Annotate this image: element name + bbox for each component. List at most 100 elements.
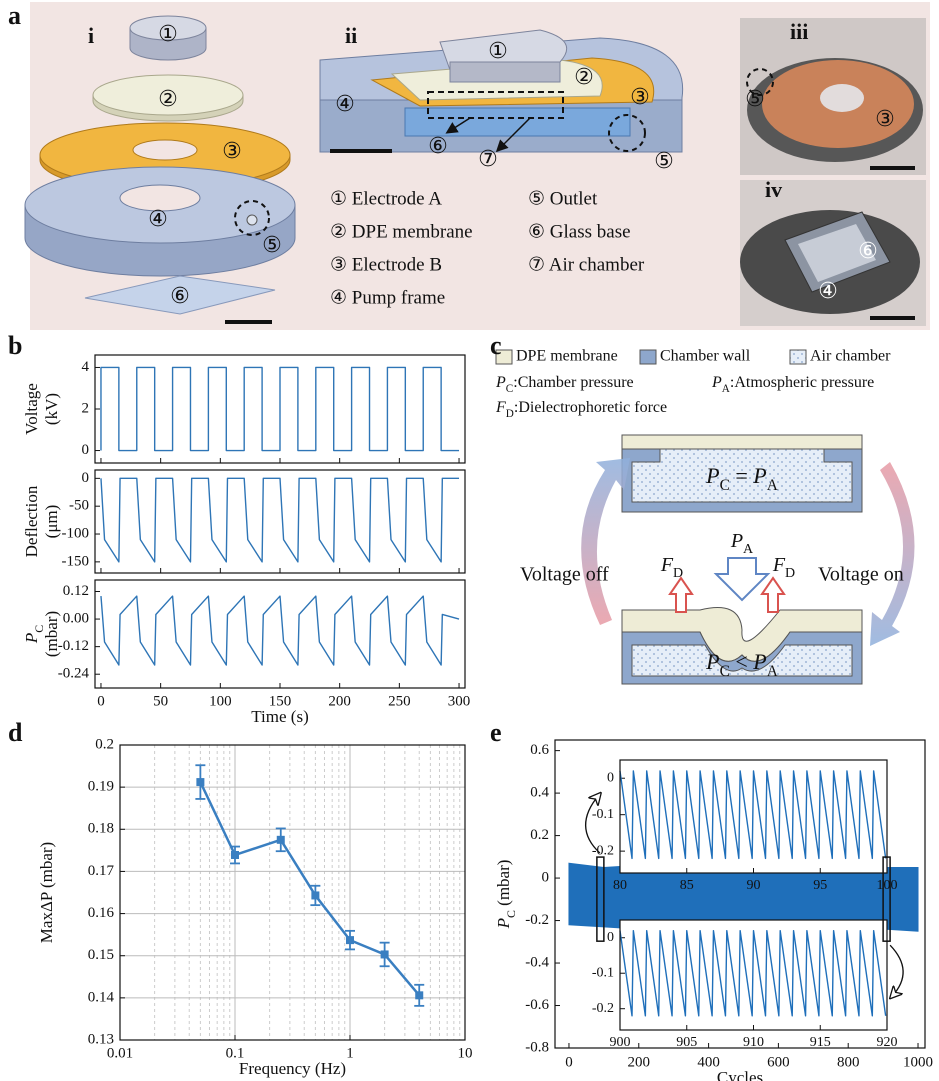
marker [346, 936, 354, 944]
chart: 0-0.1-0.280859095100 [592, 760, 898, 893]
x-tick-label: 905 [676, 1035, 697, 1050]
definition: FD:Dielectrophoretic force [495, 399, 667, 420]
callout: ① [488, 39, 508, 64]
x-axis-label: Time (s) [251, 707, 308, 726]
legend-item: DPE membrane [516, 348, 618, 365]
y-tick-label: 0.2 [530, 827, 549, 843]
y-tick-label: 0 [82, 470, 90, 486]
y-tick-label: 0.2 [95, 736, 114, 752]
callout: ③ [222, 139, 242, 164]
y-axis-label: Deflection [22, 485, 41, 557]
y-tick-label: 0.17 [88, 863, 115, 879]
x-tick-label: 600 [767, 1054, 790, 1070]
panel-label: d [8, 718, 23, 747]
y-tick-label: 0.16 [88, 905, 115, 921]
chart: 024Voltage(kV) [22, 355, 465, 463]
x-tick-label: 910 [743, 1035, 764, 1050]
y-axis-label-part: P [22, 633, 41, 644]
page: abcdeiiiiiiiv①②③④⑤⑥①②③④⑤⑥⑦⑤③⑥④① Electrod… [0, 0, 939, 1081]
callout: ④ [335, 92, 355, 117]
view-label: ii [345, 23, 357, 48]
equation-part: P [752, 649, 766, 674]
pressure-label-part: P [730, 530, 743, 552]
legend-item: ⑦ Air chamber [528, 254, 645, 275]
legend-item: Air chamber [810, 348, 891, 365]
y-tick-label: -50 [69, 498, 89, 514]
legend-item: ① Electrode A [330, 188, 442, 209]
y-tick-label: 4 [82, 359, 90, 375]
y-tick-label: -0.6 [525, 997, 549, 1013]
y-tick-label: -0.2 [592, 1001, 614, 1016]
callout: ③ [875, 107, 895, 132]
definition-part: :Dielectrophoretic force [514, 399, 667, 416]
equation-part: C [720, 477, 730, 494]
x-tick-label: 0.01 [107, 1045, 133, 1061]
legend-item: Chamber wall [660, 348, 751, 365]
view-label: i [88, 23, 94, 48]
pressure-label: PA [730, 530, 754, 557]
y-tick-label: 0 [607, 930, 614, 945]
state-label: Voltage off [520, 564, 609, 586]
marker [277, 836, 285, 844]
force-label-part: D [673, 566, 683, 581]
equation-part: P [752, 463, 766, 488]
callout: ⑥ [170, 284, 190, 309]
legend-item: ② DPE membrane [330, 221, 473, 242]
y-tick-label: -0.2 [592, 843, 614, 858]
panel-label: a [8, 1, 21, 30]
x-tick-label: 200 [628, 1054, 651, 1070]
y-tick-label: -0.1 [592, 965, 614, 980]
callout: ① [158, 22, 178, 47]
marker [196, 778, 204, 786]
x-tick-label: 1 [346, 1045, 354, 1061]
panel-label: e [490, 718, 502, 747]
figure: abcdeiiiiiiiv①②③④⑤⑥①②③④⑤⑥⑦⑤③⑥④① Electrod… [0, 0, 939, 1081]
x-tick-label: 800 [837, 1054, 860, 1070]
definition-part: :Chamber pressure [513, 374, 633, 391]
x-tick-label: 900 [610, 1035, 631, 1050]
x-tick-label: 250 [388, 693, 411, 709]
force-label-part: D [785, 566, 795, 581]
callout: ② [574, 65, 594, 90]
callout: ⑥ [428, 134, 448, 159]
legend-item: ⑤ Outlet [528, 188, 598, 209]
equation-part: A [767, 477, 778, 494]
chart: 0.120.00-0.12-0.24050100150200250300Time… [22, 580, 470, 726]
y-tick-label: -0.8 [525, 1039, 549, 1055]
y-axis-label-part: P [494, 918, 513, 929]
x-tick-label: 85 [680, 878, 694, 893]
equation-part: = [730, 463, 753, 488]
x-axis-label: Frequency (Hz) [239, 1059, 346, 1078]
x-tick-label: 80 [613, 878, 627, 893]
x-tick-label: 95 [813, 878, 827, 893]
y-tick-label: 0.00 [63, 611, 89, 627]
equation-part: C [720, 663, 730, 680]
equation-part: A [767, 663, 778, 680]
x-tick-label: 100 [877, 878, 898, 893]
callout: ⑦ [478, 147, 498, 172]
y-tick-label: 0.18 [88, 821, 114, 837]
marker [381, 950, 389, 958]
callout: ⑤ [654, 149, 674, 174]
marker [231, 851, 239, 859]
y-tick-label: -150 [62, 553, 90, 569]
callout: ⑤ [262, 233, 282, 258]
y-tick-label: 0.4 [530, 785, 549, 801]
y-axis-label-part: (mbar) [494, 860, 513, 911]
y-tick-label: -100 [62, 525, 90, 541]
y-axis-label: (kV) [42, 393, 61, 425]
legend-item: ③ Electrode B [330, 254, 442, 275]
equation-part: P [705, 649, 719, 674]
view-label: iii [790, 19, 808, 44]
y-tick-label: 0 [607, 770, 614, 785]
callout: ④ [818, 279, 838, 304]
force-label-part: F [772, 554, 786, 576]
x-tick-label: 1000 [903, 1054, 933, 1070]
force-label-part: F [660, 554, 674, 576]
callout: ② [158, 87, 178, 112]
definition-part: A [722, 383, 730, 395]
callout: ④ [148, 207, 168, 232]
y-tick-label: 0.15 [88, 947, 114, 963]
equation-part: P [705, 463, 719, 488]
definition-part: C [506, 383, 513, 395]
